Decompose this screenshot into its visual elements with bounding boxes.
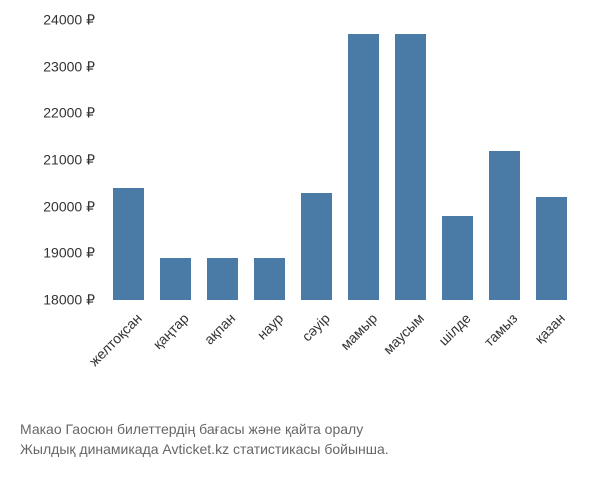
- bar: [489, 151, 520, 300]
- y-tick-label: 20000 ₽: [43, 198, 95, 215]
- bar: [348, 34, 379, 300]
- x-tick-label: мамыр: [337, 310, 380, 353]
- x-tick-label: ақпан: [201, 310, 238, 347]
- bar: [301, 193, 332, 300]
- chart-caption: Макао Гаосюн билеттердің бағасы және қай…: [20, 420, 389, 459]
- y-tick-label: 23000 ₽: [43, 58, 95, 75]
- y-tick-label: 19000 ₽: [43, 245, 95, 262]
- caption-line-2: Жылдық динамикада Avticket.kz статистика…: [20, 440, 389, 460]
- y-tick-label: 24000 ₽: [43, 12, 95, 29]
- x-axis: желтоқсанқаңтарақпаннаурсәуірмамырмаусым…: [105, 305, 575, 405]
- x-tick-label: тамыз: [481, 310, 521, 350]
- x-tick-label: қаңтар: [150, 310, 192, 352]
- x-tick-label: желтоқсан: [86, 310, 145, 369]
- x-tick-label: қазан: [531, 310, 568, 347]
- plot-area: [105, 20, 575, 300]
- bar: [113, 188, 144, 300]
- price-chart: 18000 ₽ 19000 ₽ 20000 ₽ 21000 ₽ 22000 ₽ 23000…: [20, 20, 580, 400]
- x-tick-label: сәуір: [298, 310, 332, 344]
- y-tick-label: 18000 ₽: [43, 292, 95, 309]
- y-tick-label: 22000 ₽: [43, 105, 95, 122]
- bar: [207, 258, 238, 300]
- bar: [160, 258, 191, 300]
- bar: [395, 34, 426, 300]
- x-tick-label: шілде: [435, 310, 474, 349]
- bar: [536, 197, 567, 300]
- x-tick-label: наур: [253, 310, 286, 343]
- caption-line-1: Макао Гаосюн билеттердің бағасы және қай…: [20, 420, 389, 440]
- y-tick-label: 21000 ₽: [43, 152, 95, 169]
- y-axis: 18000 ₽19000 ₽20000 ₽21000 ₽22000 ₽23000…: [20, 20, 100, 300]
- bar: [442, 216, 473, 300]
- x-tick-label: маусым: [380, 310, 427, 357]
- bar: [254, 258, 285, 300]
